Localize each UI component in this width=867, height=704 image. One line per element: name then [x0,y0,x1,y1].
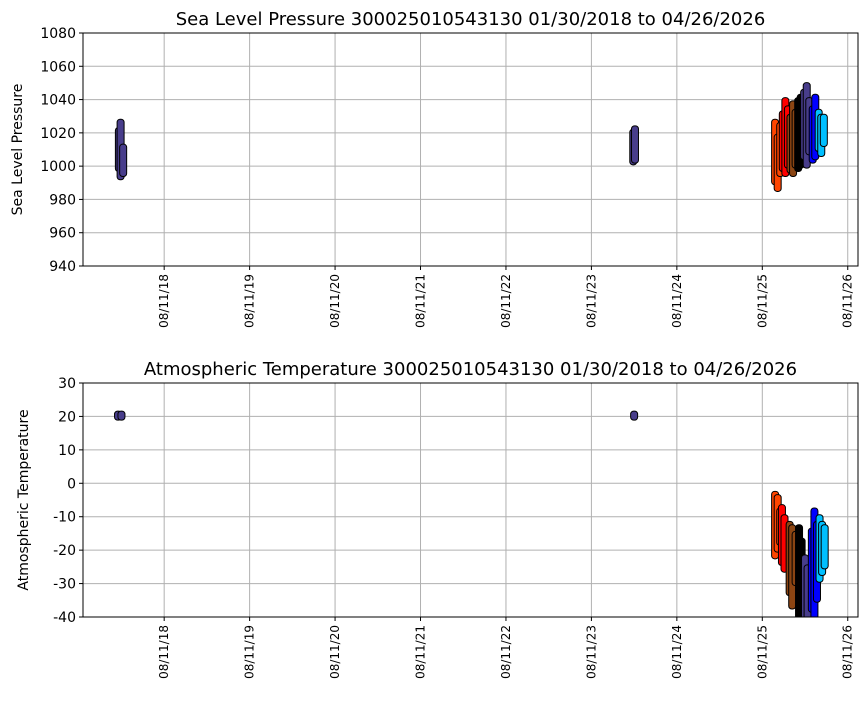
x-tick-label: 08/11/25 [755,274,769,328]
y-tick-label: -10 [53,510,76,526]
x-tick-label: 08/11/19 [243,274,257,328]
data-mark [819,113,828,148]
series-darkslateblue-2023 [629,125,639,166]
y-axis-label: Atmospheric Temperature [16,409,32,590]
y-tick-label: -40 [53,610,76,626]
y-tick-label: 0 [67,476,76,492]
x-tick-label: 08/11/18 [157,625,171,679]
series-darkslateblue-2018 [114,118,128,181]
y-tick-label: 980 [49,192,76,208]
x-tick-label: 08/11/20 [328,274,342,328]
data-mark [117,410,126,421]
y-tick-label: 30 [58,376,76,392]
y-axis-label: Sea Level Pressure [10,84,26,216]
x-tick-label: 08/11/21 [414,625,428,679]
y-tick-label: 1060 [40,59,76,75]
x-tick-label: 08/11/21 [414,274,428,328]
data-mark [630,410,639,421]
plot-panel-1: 940 960 980 1000 1020 1040 1060 1080 08/11/18 08/… [10,9,859,328]
data-mark [820,524,829,570]
x-tick-label: 08/11/25 [755,625,769,679]
x-tick-label: 08/11/24 [670,274,684,328]
x-tick-label: 08/11/26 [841,625,855,679]
y-tick-label: -20 [53,543,76,559]
y-tick-label: 1020 [40,126,76,142]
data-mark [119,143,128,177]
axes-frame [82,32,859,267]
y-tick-label: 1040 [40,93,76,109]
y-tick-label: 1080 [40,26,76,42]
x-tick-label: 08/11/19 [243,625,257,679]
series-darkslateblue-2023 [630,410,639,421]
x-tick-label: 08/11/18 [157,274,171,328]
series-deepskyblue [814,108,828,157]
x-tick-label: 08/11/23 [584,274,598,328]
y-tick-label: 10 [58,443,76,459]
series-deepskyblue [815,514,829,583]
x-tick-label: 08/11/23 [584,625,598,679]
x-tick-label: 08/11/22 [499,274,513,328]
y-tick-label: 960 [49,226,76,242]
plot-panel-2: -40 -30 -20 -10 0 10 20 30 08/11/18 08/11/19 08/11… [16,359,859,679]
axes-frame [82,382,859,618]
chart-title: Sea Level Pressure 300025010543130 01/30… [176,9,766,30]
y-tick-label: -30 [53,577,76,593]
y-tick-label: 940 [49,259,76,275]
y-tick-label: 1000 [40,159,76,175]
data-layer [114,82,828,192]
x-tick-label: 08/11/26 [841,274,855,328]
x-tick-label: 08/11/20 [328,625,342,679]
chart-title: Atmospheric Temperature 300025010543130 … [144,359,797,380]
series-darkslateblue-2018 [114,410,126,421]
x-tick-label: 08/11/22 [499,625,513,679]
x-tick-label: 08/11/24 [670,625,684,679]
data-layer [114,410,829,617]
y-tick-label: 20 [58,409,76,425]
data-mark [630,125,639,164]
